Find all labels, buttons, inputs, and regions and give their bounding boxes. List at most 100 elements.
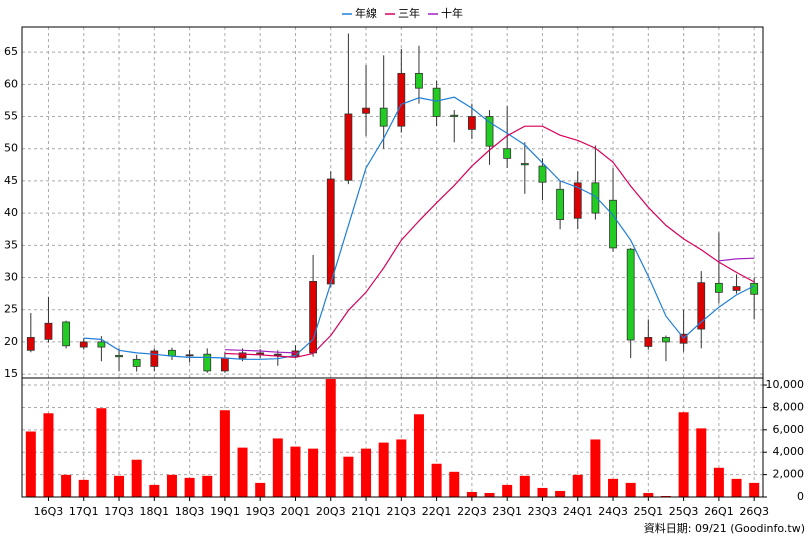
candle-body	[626, 248, 635, 341]
volume-bar	[590, 439, 601, 497]
volume-bar	[325, 379, 336, 497]
candle-body	[273, 353, 282, 356]
candle-body	[344, 113, 353, 181]
y2-tick-label: 6,000	[773, 423, 805, 436]
volume-bar	[131, 459, 142, 497]
candle-body	[485, 116, 494, 147]
candle-body	[238, 352, 247, 359]
x-tick-label: 26Q3	[739, 505, 769, 518]
candle-body	[256, 352, 265, 355]
volume-bar	[378, 442, 389, 497]
candle-body	[150, 350, 159, 367]
volume-bar	[466, 491, 477, 497]
legend-label: 十年	[441, 6, 463, 20]
volume-bar	[184, 477, 195, 497]
y-tick-label: 35	[4, 238, 18, 251]
volume-bar	[572, 474, 583, 497]
volume-bar	[61, 474, 72, 497]
x-tick-label: 23Q1	[492, 505, 522, 518]
candle-body	[538, 165, 547, 183]
y2-tick-label: 2,000	[773, 468, 805, 481]
volume-bar	[96, 408, 107, 497]
volume-bar	[396, 439, 407, 497]
volume-bar	[25, 431, 36, 497]
y-tick-label: 20	[4, 335, 18, 348]
candle-body	[503, 148, 512, 159]
candle-body	[185, 354, 194, 357]
x-tick-label: 18Q1	[139, 505, 169, 518]
x-tick-label: 25Q3	[669, 505, 699, 518]
volume-bar	[678, 412, 689, 497]
candle-body	[79, 341, 88, 348]
x-tick-label: 19Q3	[245, 505, 275, 518]
ma-line	[224, 125, 755, 359]
candle-body	[132, 358, 141, 367]
volume-bar	[149, 484, 160, 497]
candle-body	[556, 188, 565, 220]
candle-body	[362, 107, 370, 114]
volume-bar	[643, 492, 654, 497]
candle-body	[644, 337, 653, 347]
candle-body	[609, 199, 617, 249]
volume-bar	[484, 492, 495, 497]
y2-tick-label: 10,000	[766, 378, 805, 391]
volume-bar	[114, 475, 125, 497]
candle-body	[697, 282, 706, 330]
ma-line	[83, 96, 755, 360]
candle-body	[379, 107, 388, 127]
x-tick-label: 18Q3	[175, 505, 205, 518]
candle-body	[62, 321, 71, 347]
y-tick-label: 45	[4, 174, 18, 187]
volume-bar	[361, 448, 372, 497]
volume-bar	[255, 482, 266, 497]
x-tick-label: 24Q3	[598, 505, 628, 518]
y-tick-label: 15	[4, 367, 18, 380]
volume-bar	[202, 475, 213, 497]
x-tick-label: 17Q1	[69, 505, 99, 518]
ma-line	[224, 257, 755, 354]
candle-body	[750, 282, 759, 295]
x-tick-label: 26Q1	[704, 505, 734, 518]
volume-bar	[731, 478, 742, 497]
x-tick-label: 23Q3	[528, 505, 558, 518]
x-tick-label: 22Q1	[422, 505, 452, 518]
candle-body	[97, 341, 106, 348]
candle-body	[467, 116, 476, 130]
candle-body	[714, 282, 723, 293]
volume-bar	[625, 482, 636, 497]
candle-body	[220, 357, 229, 372]
candle-body	[326, 178, 335, 285]
volume-bar	[343, 456, 354, 497]
volume-bar	[713, 467, 724, 497]
volume-bar	[696, 428, 707, 497]
volume-bar	[749, 482, 760, 497]
candle-body	[662, 337, 670, 343]
candle-body	[44, 322, 53, 340]
candle-body	[520, 163, 529, 166]
y2-tick-label: 8,000	[773, 400, 805, 413]
volume-bar	[660, 495, 671, 497]
x-tick-label: 20Q1	[281, 505, 311, 518]
volume-bar	[413, 414, 424, 497]
volume-bar	[431, 463, 442, 497]
candle-body	[203, 353, 212, 372]
volume-bar	[166, 474, 177, 497]
candle-body	[415, 72, 423, 89]
x-tick-label: 25Q1	[633, 505, 663, 518]
x-tick-label: 17Q3	[104, 505, 134, 518]
x-tick-label: 24Q1	[563, 505, 593, 518]
volume-bar	[78, 479, 89, 497]
volume-panel-border	[21, 377, 764, 498]
y-tick-label: 65	[4, 45, 18, 58]
y-tick-label: 60	[4, 77, 18, 90]
candle-body	[732, 286, 741, 291]
volume-bar	[449, 471, 460, 497]
candle-body	[591, 182, 600, 214]
candle-body	[450, 114, 459, 117]
x-tick-label: 21Q1	[351, 505, 381, 518]
volume-bar	[555, 490, 566, 497]
y-tick-label: 55	[4, 110, 18, 123]
y2-tick-label: 4,000	[773, 445, 805, 458]
volume-bar	[502, 484, 513, 497]
